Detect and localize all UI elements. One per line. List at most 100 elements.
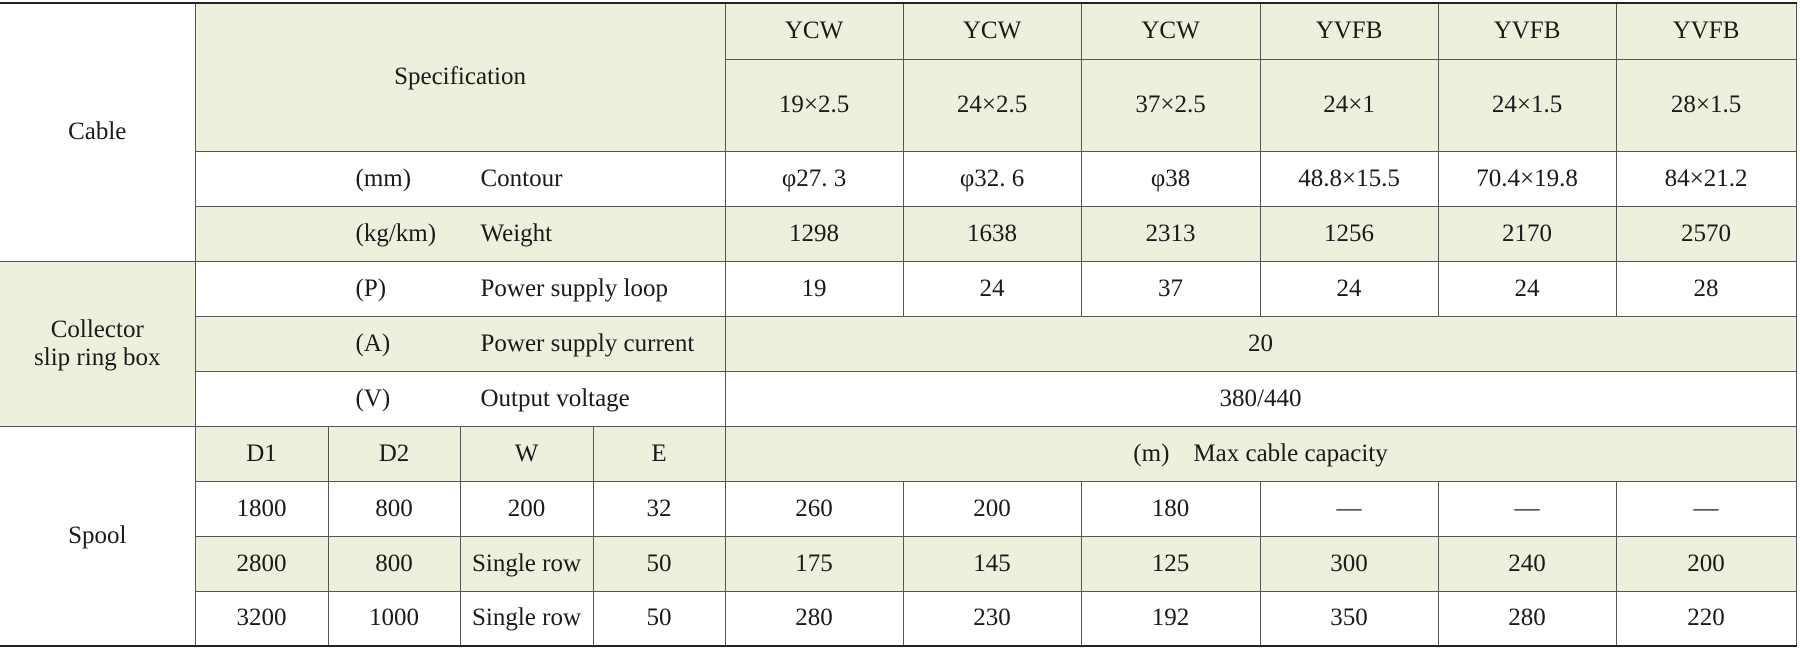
row-label-box: (kg/km) Weight — [196, 207, 725, 261]
value: 70.4×19.8 — [1437, 150, 1617, 207]
value: 230 — [902, 590, 1082, 647]
value: 48.8×15.5 — [1259, 150, 1439, 207]
value: 1638 — [902, 205, 1082, 262]
value: 2170 — [1437, 205, 1617, 262]
name: Power supply current — [480, 329, 695, 357]
value: 1800 — [195, 480, 329, 537]
value: 28 — [1615, 260, 1797, 317]
column-header: D2 — [327, 425, 461, 482]
size: 19×2.5 — [725, 58, 904, 152]
capacity-header: (m) Max cable capacity — [724, 425, 1797, 482]
table-row: 19×2.5 24×2.5 37×2.5 24×1 24×1.5 28×1.5 — [0, 58, 1797, 152]
value: 37 — [1080, 260, 1261, 317]
column-header: E — [592, 425, 726, 482]
unit: (kg/km) — [355, 219, 437, 247]
size: 28×1.5 — [1615, 58, 1797, 152]
section-label: Spool — [0, 425, 196, 647]
value: 32 — [592, 480, 726, 537]
column-header: D1 — [194, 425, 329, 482]
table-row: (kg/km) Weight 1298 1638 2313 1256 2170 2570 — [0, 205, 1797, 262]
unit: (V) — [355, 384, 391, 412]
row-label: (V) Output voltage — [195, 370, 726, 427]
value: 1000 — [327, 590, 461, 647]
value: 1298 — [724, 205, 904, 262]
value: 175 — [724, 535, 904, 592]
value: 84×21.2 — [1615, 150, 1797, 207]
name: Power supply loop — [480, 274, 669, 302]
table-row: Collector slip ring box (P) Power supply lo… — [0, 260, 1797, 427]
value: — — [1437, 480, 1617, 537]
table-row: 2800 800 Single row 50 175 145 125 300 240 200 — [0, 535, 1797, 592]
section-label: Collector slip ring box — [0, 260, 196, 427]
value: 280 — [1437, 590, 1617, 647]
value: 2313 — [1080, 205, 1261, 262]
value: φ27. 3 — [724, 150, 904, 207]
value: 300 — [1259, 535, 1439, 592]
label-line: slip ring box — [34, 343, 161, 371]
value: 180 — [1080, 480, 1261, 537]
table-row: (V) Output voltage 380/440 — [0, 370, 1797, 427]
value: — — [1259, 480, 1439, 537]
row-label: (kg/km) Weight — [195, 205, 726, 262]
model: YVFB — [1437, 2, 1617, 60]
size: 24×2.5 — [902, 58, 1082, 152]
value: 350 — [1259, 590, 1439, 647]
name: Contour — [480, 164, 563, 192]
value: φ32. 6 — [902, 150, 1082, 207]
unit: (A) — [355, 329, 391, 357]
value: 200 — [459, 480, 594, 537]
value: 20 — [724, 315, 1797, 372]
row-label-box: (mm) Contour — [196, 152, 725, 206]
column-header: W — [459, 425, 594, 482]
name: Max cable capacity — [1193, 439, 1388, 467]
model: YCW — [902, 2, 1082, 60]
name: Weight — [480, 219, 553, 247]
name: Output voltage — [480, 384, 630, 412]
row-label-box: (A) Power supply current — [196, 317, 725, 371]
unit: (mm) — [355, 164, 412, 192]
value: 240 — [1437, 535, 1617, 592]
value: 380/440 — [724, 370, 1797, 427]
value: 280 — [724, 590, 904, 647]
value: 145 — [902, 535, 1082, 592]
size: 24×1 — [1259, 58, 1439, 152]
value: 192 — [1080, 590, 1261, 647]
model: YVFB — [1259, 2, 1439, 60]
table-row: 3200 1000 Single row 50 280 230 192 350 280 220 — [0, 590, 1797, 647]
value: 3200 — [195, 590, 329, 647]
value: Single row — [459, 590, 594, 647]
label-line: Collector — [50, 315, 144, 343]
section-label: Cable — [0, 2, 196, 262]
value: 50 — [592, 590, 726, 647]
table-row: Cable Specification YCW YCW YCW YVFB YVFB YVFB — [0, 2, 1797, 262]
model: YVFB — [1615, 2, 1797, 60]
value: 200 — [1615, 535, 1797, 592]
size: 24×1.5 — [1437, 58, 1617, 152]
size: 37×2.5 — [1080, 58, 1261, 152]
table-row: (A) Power supply current 20 — [0, 315, 1797, 372]
value: 24 — [902, 260, 1082, 317]
value: Single row — [459, 535, 594, 592]
value: 24 — [1259, 260, 1439, 317]
value: 19 — [724, 260, 904, 317]
table-row: 1800 800 200 32 260 200 180— — — — [0, 480, 1797, 537]
value: 24 — [1437, 260, 1617, 317]
row-label: (P) Power supply loop — [194, 260, 726, 317]
row-label: (A) Power supply current — [195, 315, 726, 372]
value: 260 — [724, 480, 904, 537]
spec-label: Specification — [194, 2, 726, 152]
value: 125 — [1080, 535, 1261, 592]
value: φ38 — [1080, 150, 1261, 207]
value: — — [1615, 480, 1797, 537]
value: 2800 — [195, 535, 329, 592]
table-row: Spool D1 D2 W E (m) Max cable capacity — [0, 425, 1797, 647]
row-label-box: (P) Power supply loop — [196, 262, 725, 316]
model: YCW — [1080, 2, 1261, 60]
row-label-box: (V) Output voltage — [196, 372, 725, 426]
unit: (m) — [1133, 439, 1170, 467]
value: 50 — [592, 535, 726, 592]
table-row: (mm) Contour φ27. 3 φ32. 6 φ38 48.8×15.5 70.4×… — [0, 150, 1797, 207]
value: 220 — [1615, 590, 1797, 647]
